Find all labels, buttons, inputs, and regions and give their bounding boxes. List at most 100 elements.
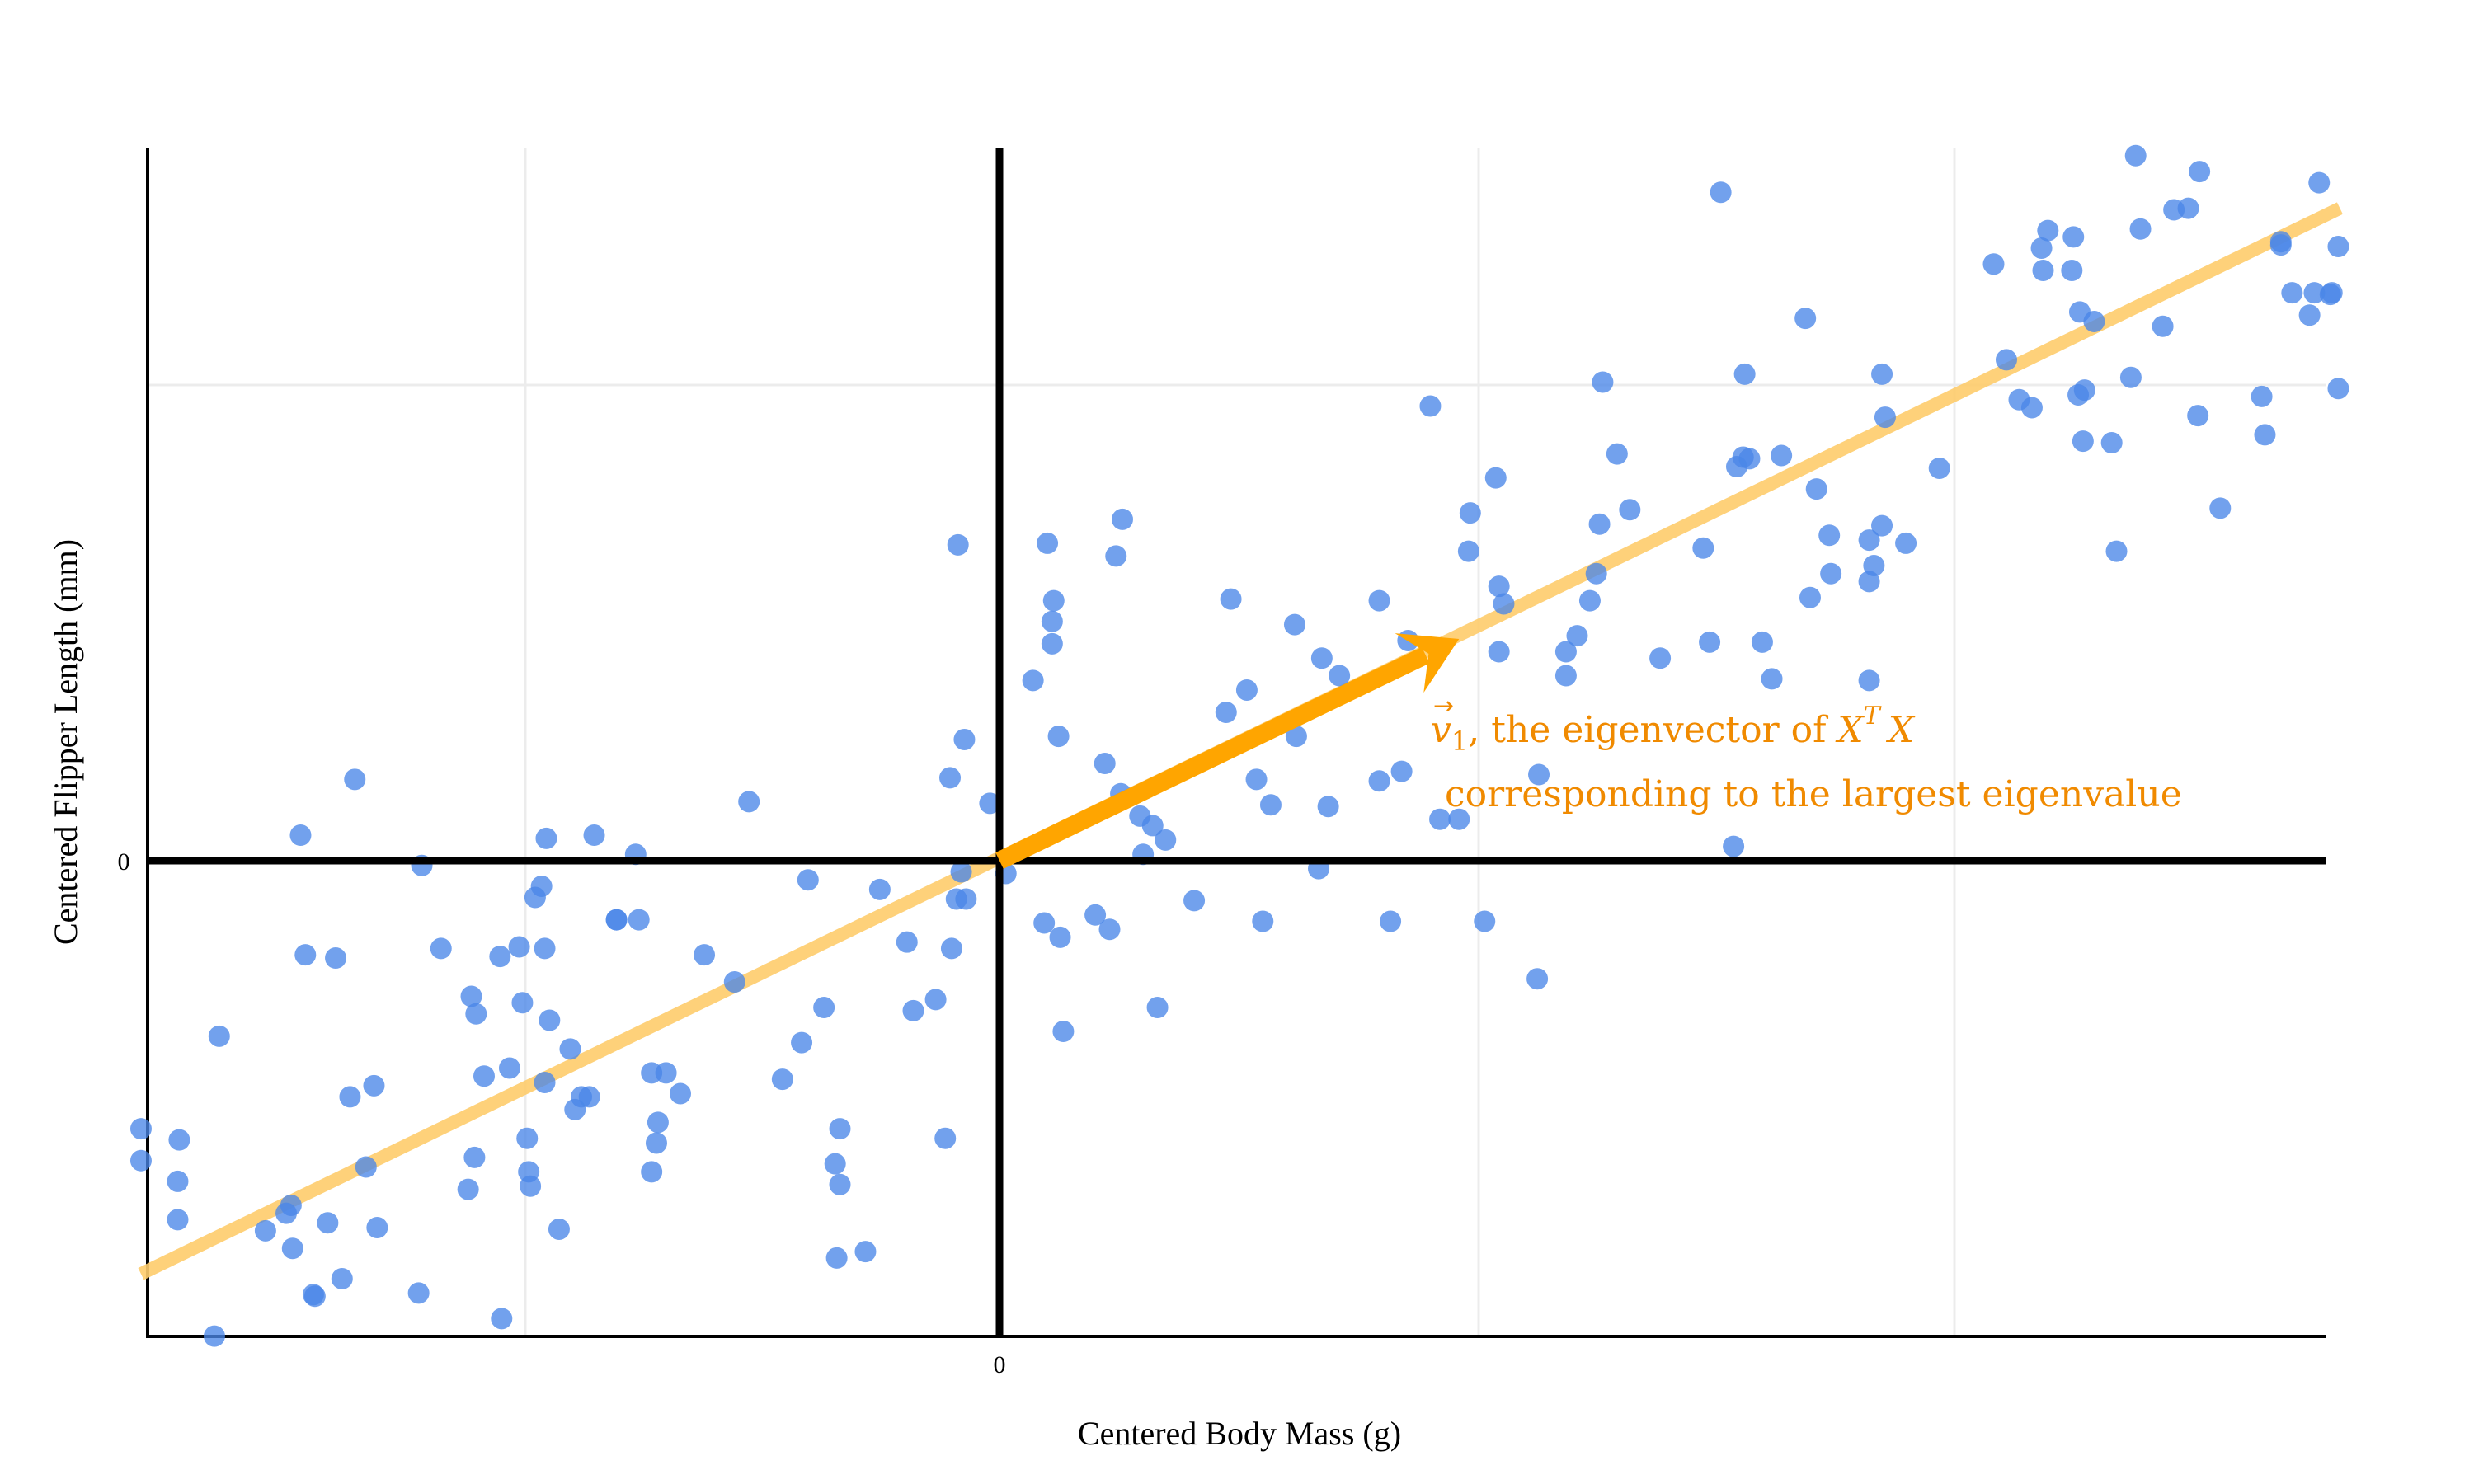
data-point bbox=[934, 1127, 957, 1149]
data-point bbox=[1429, 808, 1451, 830]
data-point bbox=[1111, 508, 1133, 530]
data-point bbox=[1805, 478, 1827, 500]
data-point bbox=[1484, 467, 1507, 489]
data-point bbox=[355, 1156, 377, 1178]
data-point bbox=[1259, 794, 1282, 816]
data-point bbox=[1871, 514, 1893, 537]
data-point bbox=[1252, 910, 1274, 932]
eigenvector-annotation: v1, the eigenvector of XT X → correspondi… bbox=[1431, 692, 2182, 815]
data-point bbox=[1995, 349, 2017, 371]
annotation-line-2: corresponding to the largest eigenvalue bbox=[1445, 773, 2182, 815]
data-point bbox=[516, 1127, 539, 1149]
data-point bbox=[1895, 532, 1917, 554]
data-point bbox=[325, 947, 347, 970]
data-point bbox=[539, 1009, 561, 1031]
data-point bbox=[1390, 760, 1413, 782]
data-point bbox=[530, 875, 553, 897]
data-point bbox=[1863, 555, 1885, 577]
data-point bbox=[2061, 260, 2083, 282]
data-point bbox=[1459, 502, 1481, 524]
data-point bbox=[2073, 379, 2095, 402]
data-point bbox=[645, 1132, 667, 1154]
data-point bbox=[491, 1308, 513, 1330]
data-point bbox=[1310, 647, 1333, 669]
data-point bbox=[465, 1003, 487, 1025]
data-point bbox=[2177, 197, 2199, 219]
data-point bbox=[2100, 432, 2123, 454]
data-point bbox=[825, 1247, 848, 1269]
data-point bbox=[2152, 315, 2174, 337]
data-point bbox=[1245, 768, 1268, 791]
x-axis-title: Centered Body Mass (g) bbox=[1078, 1415, 1401, 1452]
data-point bbox=[254, 1219, 276, 1242]
data-point bbox=[1528, 763, 1550, 786]
data-point bbox=[2327, 236, 2349, 258]
data-point bbox=[1928, 457, 1950, 479]
data-point bbox=[1488, 641, 1510, 663]
data-point bbox=[366, 1217, 388, 1239]
data-point bbox=[1155, 829, 1177, 851]
data-point bbox=[797, 869, 819, 891]
data-point bbox=[694, 944, 716, 966]
data-point bbox=[1723, 835, 1745, 857]
data-point bbox=[1041, 632, 1063, 655]
data-point bbox=[1794, 308, 1817, 330]
data-point bbox=[2037, 219, 2059, 242]
data-point bbox=[1566, 625, 1588, 647]
data-point bbox=[1084, 904, 1107, 926]
data-point bbox=[738, 791, 760, 813]
y-tick-zero: 0 bbox=[118, 848, 130, 876]
data-point bbox=[2209, 497, 2232, 519]
data-point bbox=[534, 1071, 556, 1093]
data-point bbox=[498, 1057, 520, 1079]
data-point bbox=[1761, 668, 1783, 690]
data-point bbox=[1220, 588, 1242, 610]
data-point bbox=[2308, 171, 2331, 194]
data-point bbox=[1578, 589, 1601, 612]
x-tick-zero: 0 bbox=[994, 1351, 1006, 1378]
data-point bbox=[1738, 448, 1761, 470]
data-point bbox=[2083, 310, 2105, 332]
data-point bbox=[2251, 385, 2273, 407]
data-point bbox=[1874, 406, 1896, 429]
data-point bbox=[1710, 181, 1732, 204]
data-point bbox=[331, 1267, 353, 1289]
eigenvector-arrow bbox=[995, 633, 1460, 869]
data-point bbox=[791, 1031, 813, 1054]
data-point bbox=[1619, 499, 1641, 521]
data-point bbox=[2303, 282, 2326, 304]
data-point bbox=[1215, 702, 1237, 724]
data-point bbox=[1183, 890, 1206, 912]
data-point bbox=[896, 931, 918, 953]
data-point bbox=[771, 1068, 793, 1091]
data-point bbox=[1488, 575, 1510, 598]
data-point bbox=[460, 985, 482, 1007]
data-point bbox=[1818, 524, 1841, 547]
data-point bbox=[1042, 589, 1065, 612]
data-point bbox=[950, 861, 972, 883]
data-point bbox=[2020, 397, 2043, 419]
data-point bbox=[1592, 371, 1614, 393]
data-point bbox=[647, 1111, 669, 1134]
data-point bbox=[1329, 665, 1351, 687]
data-point bbox=[1588, 513, 1611, 535]
data-point bbox=[1052, 1021, 1075, 1043]
svg-text:v1, the eigenvector of XTX: v1, the eigenvector of XT X bbox=[1431, 702, 1916, 757]
data-point bbox=[534, 937, 556, 960]
data-point bbox=[1235, 679, 1258, 701]
data-point bbox=[655, 1062, 677, 1084]
data-point bbox=[1554, 641, 1577, 663]
data-point bbox=[939, 767, 962, 789]
data-point bbox=[868, 878, 891, 900]
data-point bbox=[1733, 363, 1756, 385]
data-point bbox=[1493, 593, 1515, 615]
data-point bbox=[1094, 752, 1116, 774]
vector-arrow-icon: → bbox=[1433, 692, 1454, 721]
data-point bbox=[2124, 144, 2147, 167]
data-point bbox=[2062, 226, 2085, 248]
data-point bbox=[167, 1170, 189, 1192]
data-point bbox=[473, 1065, 495, 1087]
data-point bbox=[829, 1173, 851, 1195]
data-point bbox=[670, 1082, 691, 1105]
